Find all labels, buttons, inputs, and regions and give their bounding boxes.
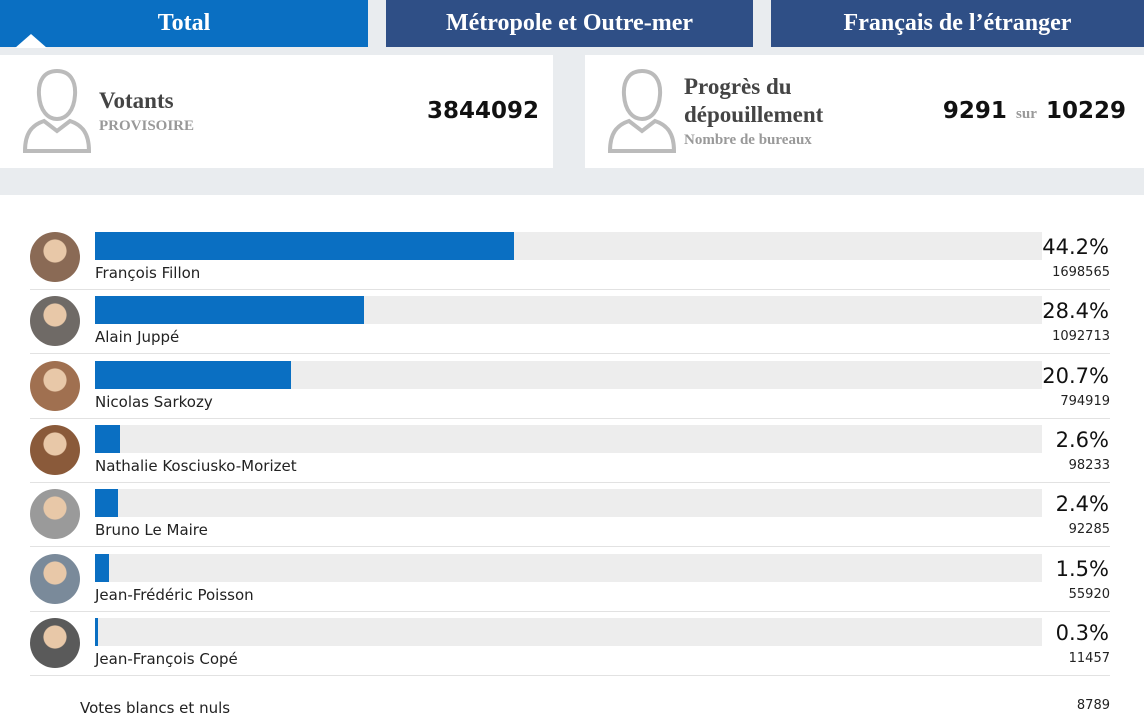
avatar bbox=[30, 424, 80, 475]
progress-card: Progrès du dépouillement Nombre de burea… bbox=[585, 55, 1144, 168]
avatar bbox=[30, 553, 80, 604]
bar bbox=[95, 489, 118, 518]
avatar bbox=[30, 617, 80, 668]
percent-label: 2.6% bbox=[1055, 427, 1109, 452]
bar-track bbox=[95, 617, 1042, 646]
avatar bbox=[30, 489, 80, 540]
percent-label: 1.5% bbox=[1055, 556, 1109, 581]
candidate-name: Nicolas Sarkozy bbox=[95, 392, 213, 411]
votes: 55920 bbox=[1068, 586, 1110, 602]
progress-subtitle: Nombre de bureaux bbox=[684, 132, 812, 148]
percent-label: 0.3% bbox=[1055, 620, 1109, 645]
row-divider bbox=[30, 353, 1110, 355]
candidate-name: François Fillon bbox=[95, 264, 201, 282]
bar-track bbox=[95, 489, 1042, 518]
total: 10229 bbox=[1045, 98, 1126, 124]
votes: 1092713 bbox=[1052, 329, 1110, 345]
bar-track bbox=[95, 424, 1042, 453]
blank-votes: 8789 bbox=[1076, 698, 1110, 713]
bar bbox=[95, 232, 514, 260]
avatar bbox=[30, 232, 80, 282]
candidate-name: Jean-François Copé bbox=[95, 649, 238, 668]
voters-title: Votants bbox=[99, 88, 174, 113]
counted: 9291 bbox=[942, 98, 1007, 124]
progress-title: Progrès du dépouillement bbox=[684, 74, 824, 127]
voters-card: Votants PROVISOIRE 3844092 bbox=[0, 55, 553, 168]
votes: 1698565 bbox=[1052, 265, 1110, 280]
votes: 794919 bbox=[1060, 393, 1110, 409]
voters-subtitle: PROVISOIRE bbox=[99, 118, 195, 134]
row-divider bbox=[30, 481, 1110, 483]
percent-label: 2.4% bbox=[1055, 492, 1109, 517]
bar bbox=[95, 617, 98, 646]
voters-value: 3844092 bbox=[426, 98, 539, 124]
candidate-name: Nathalie Kosciusko-Morizet bbox=[95, 456, 297, 475]
separator: sur bbox=[1016, 106, 1037, 122]
row-divider bbox=[30, 417, 1110, 419]
avatar bbox=[30, 360, 80, 411]
tab[interactable]: Métropole et Outre-mer bbox=[386, 0, 753, 47]
votes: 98233 bbox=[1068, 457, 1110, 473]
tab[interactable]: Français de l’étranger bbox=[771, 0, 1144, 47]
percent-label: 20.7% bbox=[1042, 363, 1109, 388]
avatar bbox=[30, 296, 80, 347]
tab-pointer bbox=[15, 34, 47, 48]
bar bbox=[95, 553, 110, 582]
candidate-name: Jean-Frédéric Poisson bbox=[95, 585, 254, 604]
candidate-name: Bruno Le Maire bbox=[95, 521, 208, 540]
progress-value: 9291 sur 10229 bbox=[943, 98, 1126, 124]
bar bbox=[95, 424, 120, 453]
percent-label: 28.4% bbox=[1042, 299, 1109, 324]
person-icon bbox=[607, 68, 677, 153]
bar bbox=[95, 296, 364, 325]
candidate-name: Alain Juppé bbox=[95, 328, 180, 347]
row-divider bbox=[30, 674, 1110, 676]
blank-label: Votes blancs et nuls bbox=[80, 699, 231, 717]
bar-track bbox=[95, 553, 1042, 582]
bar bbox=[95, 360, 292, 389]
row-divider bbox=[30, 289, 1110, 290]
votes: 92285 bbox=[1068, 522, 1110, 538]
person-icon bbox=[22, 68, 92, 153]
votes: 11457 bbox=[1068, 650, 1110, 666]
percent-label: 44.2% bbox=[1042, 235, 1109, 259]
tab[interactable]: Total bbox=[0, 0, 368, 47]
row-divider bbox=[30, 546, 1110, 548]
row-divider bbox=[30, 610, 1110, 612]
